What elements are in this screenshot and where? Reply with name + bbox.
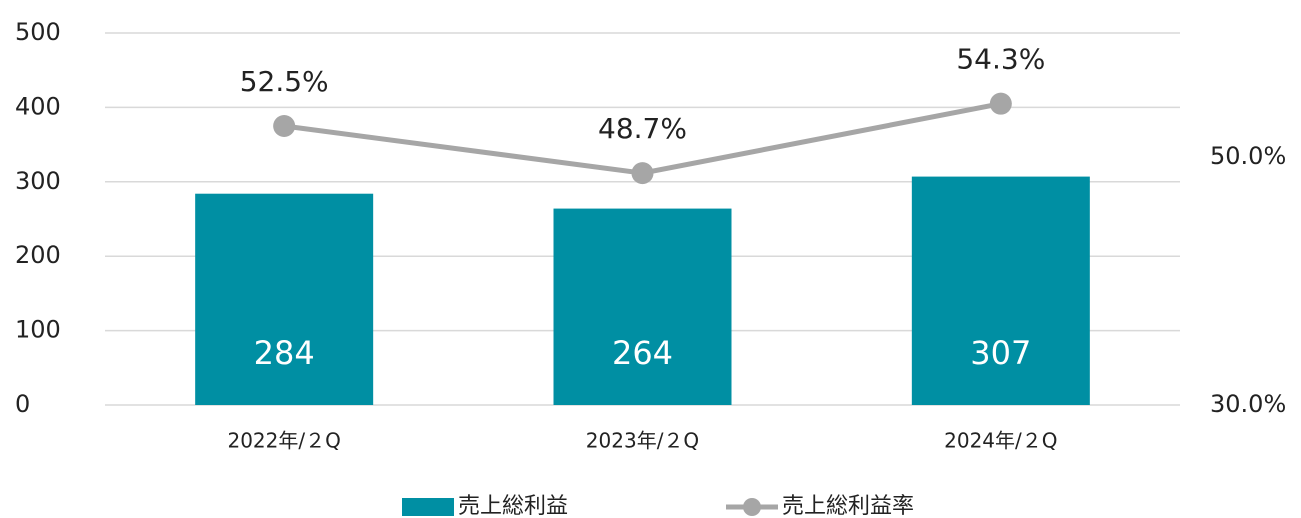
y2-tick-label: 50.0% (1210, 142, 1286, 170)
bar (911, 176, 1090, 405)
marker (273, 115, 296, 137)
bar (553, 208, 732, 405)
y-tick-label: 0 (15, 390, 30, 418)
line-label: 48.7% (598, 112, 687, 145)
x-tick-label: 2023年/２Q (586, 429, 699, 453)
bar (195, 193, 374, 405)
marker (989, 92, 1012, 115)
y-tick-label: 500 (15, 18, 61, 46)
bar-label: 284 (254, 334, 315, 372)
y-tick-label: 100 (15, 316, 61, 344)
marker (631, 162, 654, 185)
x-tick-label: 2024年/２Q (944, 429, 1057, 453)
y-tick-label: 200 (15, 241, 61, 269)
legend-marker (743, 498, 761, 516)
line-label: 52.5% (240, 65, 329, 98)
x-tick-label: 2022年/２Q (227, 429, 340, 453)
line-label: 54.3% (956, 43, 1045, 76)
bar-label: 307 (970, 334, 1031, 372)
legend-swatch (402, 498, 454, 516)
legend-label: 売上総利益率 (782, 494, 914, 518)
y-tick-label: 300 (15, 167, 61, 195)
y2-tick-label: 30.0% (1210, 390, 1286, 418)
bar-label: 264 (612, 334, 673, 372)
legend-label: 売上総利益 (458, 494, 568, 518)
y-tick-label: 400 (15, 92, 61, 120)
